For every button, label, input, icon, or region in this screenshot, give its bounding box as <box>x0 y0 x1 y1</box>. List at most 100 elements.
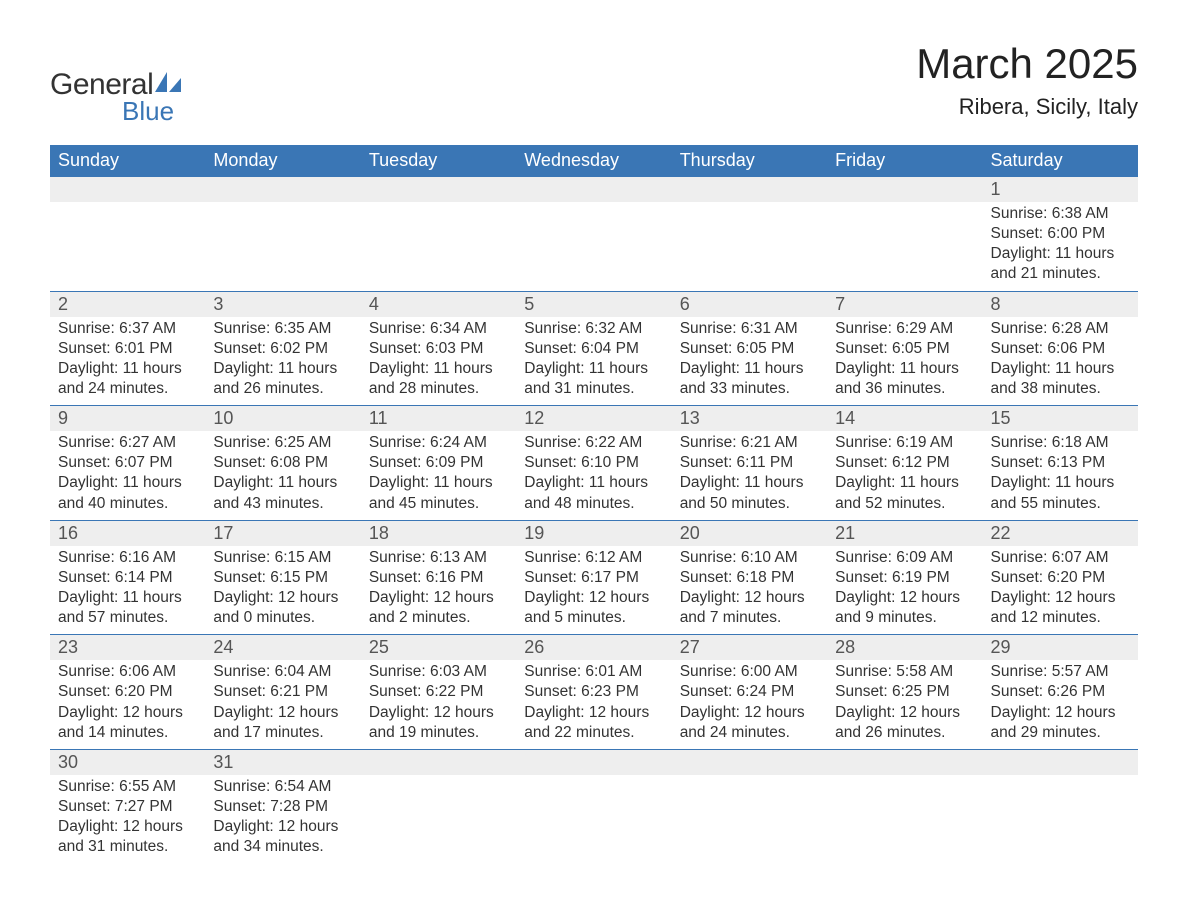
day-number-cell: 15 <box>983 406 1138 432</box>
day-number: 25 <box>361 635 516 660</box>
sunrise-line: Sunrise: 6:09 AM <box>835 548 974 568</box>
daylight-line: Daylight: 11 hours and 21 minutes. <box>991 244 1130 284</box>
day-detail-cell: Sunrise: 6:22 AMSunset: 6:10 PMDaylight:… <box>516 431 671 520</box>
day-number: 22 <box>983 521 1138 546</box>
day-number: 31 <box>205 750 360 775</box>
day-detail-cell: Sunrise: 6:01 AMSunset: 6:23 PMDaylight:… <box>516 660 671 749</box>
sunset-line: Sunset: 6:20 PM <box>991 568 1130 588</box>
day-number-cell: 21 <box>827 520 982 546</box>
sunrise-line: Sunrise: 6:06 AM <box>58 662 197 682</box>
day-number: 13 <box>672 406 827 431</box>
day-detail-cell: Sunrise: 6:13 AMSunset: 6:16 PMDaylight:… <box>361 546 516 635</box>
detail-row: Sunrise: 6:06 AMSunset: 6:20 PMDaylight:… <box>50 660 1138 749</box>
daynum-row: 2345678 <box>50 291 1138 317</box>
day-number-cell <box>983 749 1138 775</box>
day-number-cell <box>827 749 982 775</box>
daylight-line: Daylight: 12 hours and 19 minutes. <box>369 703 508 743</box>
sunrise-line: Sunrise: 6:31 AM <box>680 319 819 339</box>
day-number-cell: 16 <box>50 520 205 546</box>
daylight-line: Daylight: 12 hours and 5 minutes. <box>524 588 663 628</box>
day-detail-cell <box>516 775 671 864</box>
day-number-cell: 20 <box>672 520 827 546</box>
day-detail-cell: Sunrise: 5:57 AMSunset: 6:26 PMDaylight:… <box>983 660 1138 749</box>
sunrise-line: Sunrise: 6:12 AM <box>524 548 663 568</box>
day-detail-cell: Sunrise: 6:31 AMSunset: 6:05 PMDaylight:… <box>672 317 827 406</box>
day-detail-cell: Sunrise: 6:38 AMSunset: 6:00 PMDaylight:… <box>983 202 1138 291</box>
sunrise-line: Sunrise: 6:38 AM <box>991 204 1130 224</box>
day-number: 23 <box>50 635 205 660</box>
weekday-header: Saturday <box>983 145 1138 177</box>
sunset-line: Sunset: 6:07 PM <box>58 453 197 473</box>
day-number-cell <box>361 749 516 775</box>
daylight-line: Daylight: 11 hours and 48 minutes. <box>524 473 663 513</box>
sunset-line: Sunset: 6:11 PM <box>680 453 819 473</box>
sunrise-line: Sunrise: 6:27 AM <box>58 433 197 453</box>
day-number: 20 <box>672 521 827 546</box>
daynum-row: 3031 <box>50 749 1138 775</box>
weekday-header-row: Sunday Monday Tuesday Wednesday Thursday… <box>50 145 1138 177</box>
day-detail-cell: Sunrise: 6:18 AMSunset: 6:13 PMDaylight:… <box>983 431 1138 520</box>
weekday-header: Tuesday <box>361 145 516 177</box>
day-detail-cell <box>205 202 360 291</box>
day-number-cell: 23 <box>50 635 205 661</box>
day-number-cell: 3 <box>205 291 360 317</box>
day-detail-cell <box>672 775 827 864</box>
day-detail-cell <box>983 775 1138 864</box>
day-number: 6 <box>672 292 827 317</box>
day-detail-cell <box>361 202 516 291</box>
day-detail-cell: Sunrise: 6:27 AMSunset: 6:07 PMDaylight:… <box>50 431 205 520</box>
daylight-line: Daylight: 11 hours and 38 minutes. <box>991 359 1130 399</box>
day-detail-cell: Sunrise: 6:10 AMSunset: 6:18 PMDaylight:… <box>672 546 827 635</box>
daylight-line: Daylight: 11 hours and 26 minutes. <box>213 359 352 399</box>
daylight-line: Daylight: 12 hours and 14 minutes. <box>58 703 197 743</box>
sunrise-line: Sunrise: 6:34 AM <box>369 319 508 339</box>
sunrise-line: Sunrise: 6:07 AM <box>991 548 1130 568</box>
day-number: 10 <box>205 406 360 431</box>
daylight-line: Daylight: 12 hours and 0 minutes. <box>213 588 352 628</box>
sunset-line: Sunset: 6:22 PM <box>369 682 508 702</box>
weekday-header: Friday <box>827 145 982 177</box>
sunrise-line: Sunrise: 6:13 AM <box>369 548 508 568</box>
day-number-cell <box>516 177 671 203</box>
day-number-cell <box>50 177 205 203</box>
daylight-line: Daylight: 12 hours and 22 minutes. <box>524 703 663 743</box>
sunrise-line: Sunrise: 6:21 AM <box>680 433 819 453</box>
day-number-cell: 29 <box>983 635 1138 661</box>
daylight-line: Daylight: 12 hours and 34 minutes. <box>213 817 352 857</box>
day-number-cell: 1 <box>983 177 1138 203</box>
sunset-line: Sunset: 6:26 PM <box>991 682 1130 702</box>
day-number-cell: 26 <box>516 635 671 661</box>
day-number-cell <box>672 177 827 203</box>
daylight-line: Daylight: 11 hours and 36 minutes. <box>835 359 974 399</box>
sunset-line: Sunset: 6:00 PM <box>991 224 1130 244</box>
sunset-line: Sunset: 6:20 PM <box>58 682 197 702</box>
day-detail-cell: Sunrise: 6:35 AMSunset: 6:02 PMDaylight:… <box>205 317 360 406</box>
daylight-line: Daylight: 12 hours and 26 minutes. <box>835 703 974 743</box>
day-number: 12 <box>516 406 671 431</box>
weekday-header: Wednesday <box>516 145 671 177</box>
sunset-line: Sunset: 7:27 PM <box>58 797 197 817</box>
daylight-line: Daylight: 11 hours and 57 minutes. <box>58 588 197 628</box>
day-number-cell: 31 <box>205 749 360 775</box>
daynum-row: 23242526272829 <box>50 635 1138 661</box>
sunset-line: Sunset: 6:21 PM <box>213 682 352 702</box>
day-number-cell <box>516 749 671 775</box>
sunrise-line: Sunrise: 6:55 AM <box>58 777 197 797</box>
day-number-cell: 5 <box>516 291 671 317</box>
daylight-line: Daylight: 11 hours and 52 minutes. <box>835 473 974 513</box>
sunset-line: Sunset: 7:28 PM <box>213 797 352 817</box>
sunset-line: Sunset: 6:03 PM <box>369 339 508 359</box>
day-detail-cell: Sunrise: 6:15 AMSunset: 6:15 PMDaylight:… <box>205 546 360 635</box>
day-detail-cell: Sunrise: 6:00 AMSunset: 6:24 PMDaylight:… <box>672 660 827 749</box>
daynum-row: 1 <box>50 177 1138 203</box>
day-number-cell <box>672 749 827 775</box>
daylight-line: Daylight: 12 hours and 2 minutes. <box>369 588 508 628</box>
daynum-row: 16171819202122 <box>50 520 1138 546</box>
sunrise-line: Sunrise: 6:19 AM <box>835 433 974 453</box>
day-number-cell: 6 <box>672 291 827 317</box>
calendar-table: Sunday Monday Tuesday Wednesday Thursday… <box>50 145 1138 863</box>
sunrise-line: Sunrise: 6:32 AM <box>524 319 663 339</box>
day-detail-cell: Sunrise: 6:04 AMSunset: 6:21 PMDaylight:… <box>205 660 360 749</box>
sunset-line: Sunset: 6:16 PM <box>369 568 508 588</box>
day-detail-cell: Sunrise: 6:34 AMSunset: 6:03 PMDaylight:… <box>361 317 516 406</box>
